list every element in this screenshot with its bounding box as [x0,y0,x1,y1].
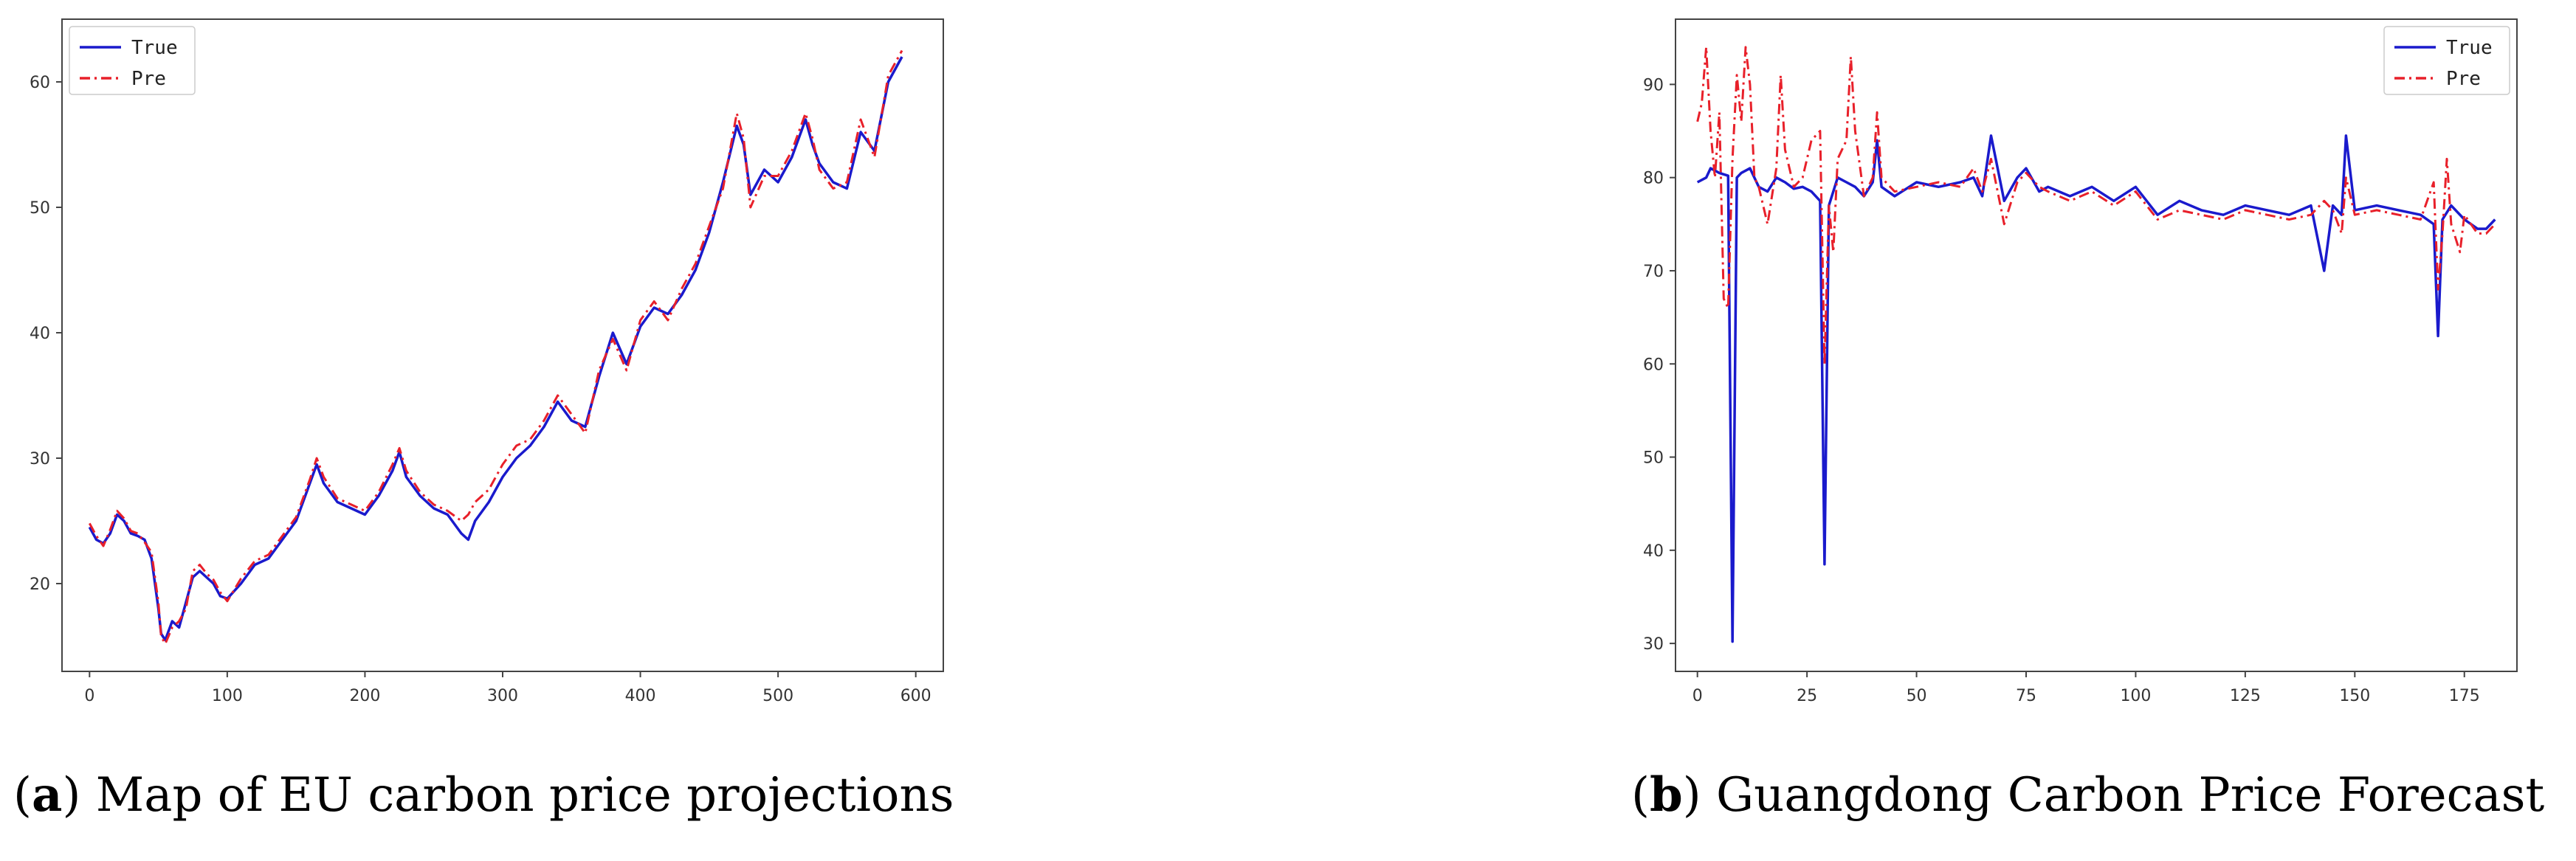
caption-b-text: Guangdong Carbon Price Forecast [1716,768,2545,823]
x-tick-label: 125 [2230,687,2261,705]
x-tick-label: 0 [84,687,94,705]
plot-frame-a [61,18,944,672]
x-tick-label: 25 [1797,687,1817,705]
legend-label-true: True [131,37,178,59]
y-tick-label: 30 [30,450,50,468]
chart-panel-b: 0 25 50 75 100 125 150 175 30 40 50 60 70 80 90 True Pre… [1594,0,2576,861]
caption-a-letter: a [31,767,63,823]
y-tick-label: 20 [30,575,50,594]
y-tick-label: 40 [30,325,50,343]
caption-a-text: Map of EU carbon price projections [95,768,954,823]
x-tick-label: 0 [1692,687,1703,705]
caption-b: (b) Guangdong Carbon Price Forecast [1631,767,2545,823]
y-tick-label: 70 [1643,263,1664,281]
series-line-true-b [1696,134,2496,643]
x-tick-label: 500 [762,687,793,705]
x-tick-label: 175 [2449,687,2480,705]
legend-box-b [2383,26,2510,95]
y-tick-label: 40 [1643,542,1664,561]
x-tick-label: 150 [2339,687,2370,705]
x-tick-label: 50 [1907,687,1927,705]
x-tick-label: 300 [487,687,518,705]
caption-b-letter: b [1649,767,1683,823]
x-tick-label: 600 [900,687,931,705]
chart-panel-a: 0 100 200 300 400 500 600 20 30 40 50 60 True Pre (a)… [0,0,1048,861]
y-tick-label: 80 [1643,170,1664,188]
series-line-pre-b [1696,46,2496,365]
x-tick-label: 200 [349,687,380,705]
series-line-true-a [88,56,903,642]
y-tick-label: 30 [1643,635,1664,654]
x-tick-label: 100 [212,687,243,705]
legend-label-true: True [2446,37,2493,59]
y-tick-label: 60 [1643,356,1664,374]
chart-b-svg: 0 25 50 75 100 125 150 175 30 40 50 60 70 80 90 True Pre [1643,18,2518,705]
y-tick-label: 60 [30,74,50,92]
caption-a: (a) Map of EU carbon price projections [13,767,954,823]
chart-a-svg: 0 100 200 300 400 500 600 20 30 40 50 60 True Pre [30,18,944,705]
x-tick-label: 400 [625,687,656,705]
y-tick-label: 50 [1643,449,1664,468]
plot-frame-b [1675,18,2518,672]
y-tick-label: 90 [1643,76,1664,94]
series-line-pre-a [88,49,903,646]
legend-label-pre: Pre [2446,68,2481,90]
x-tick-label: 100 [2120,687,2151,705]
legend-box-a [69,26,196,95]
y-tick-label: 50 [30,199,50,218]
legend-label-pre: Pre [131,68,166,90]
x-tick-label: 75 [2016,687,2036,705]
